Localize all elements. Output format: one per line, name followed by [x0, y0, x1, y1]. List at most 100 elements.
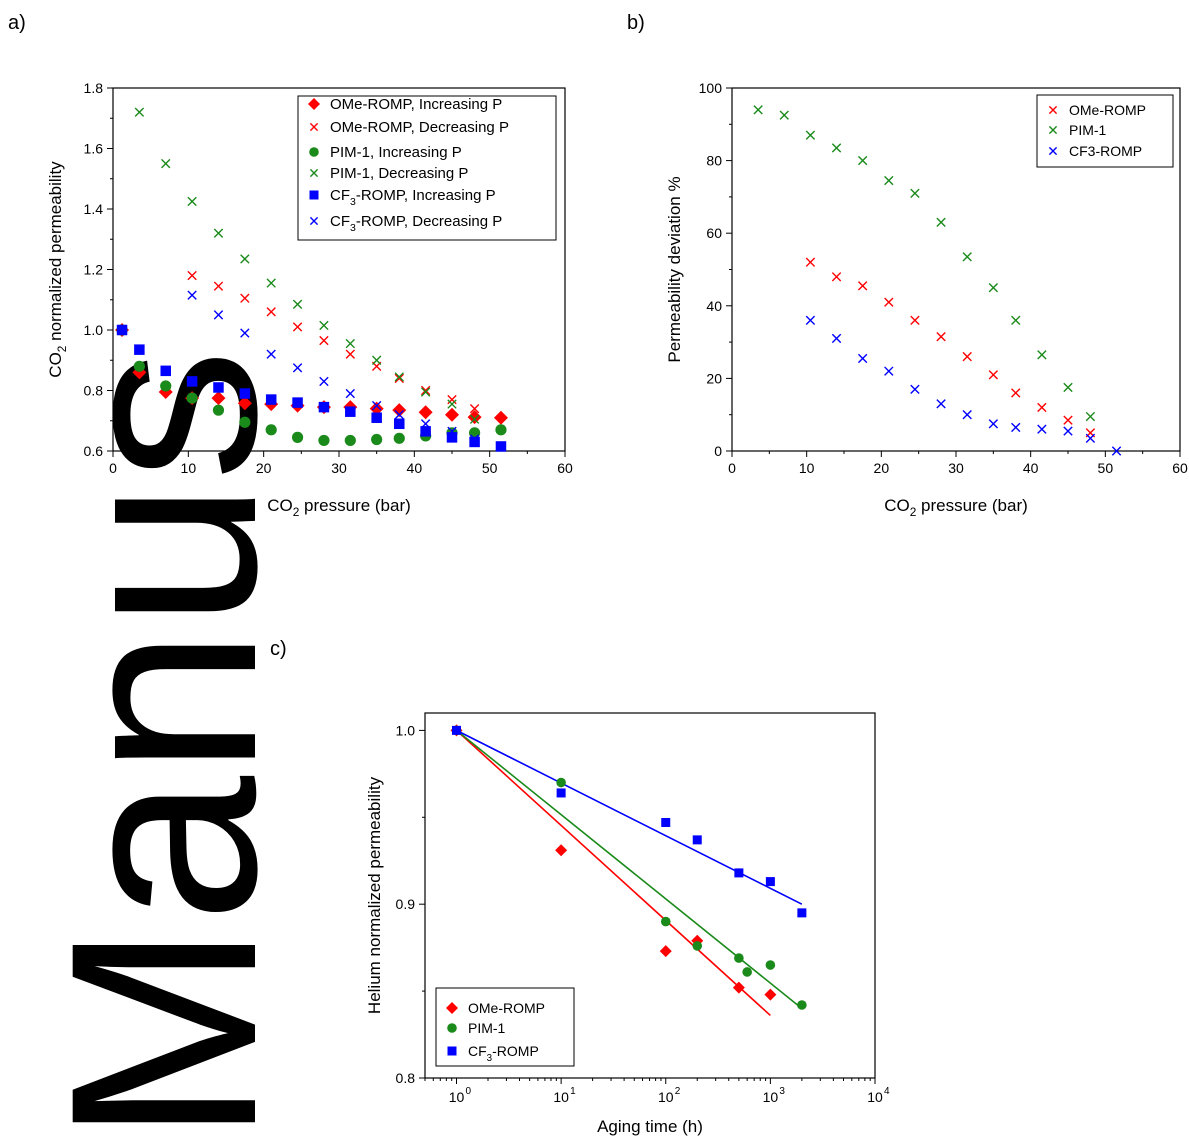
data-point	[420, 385, 431, 396]
data-point	[884, 366, 894, 376]
data-point	[988, 282, 999, 293]
data-point	[292, 322, 303, 332]
series-a	[187, 290, 480, 444]
data-point	[962, 351, 972, 362]
fit-line	[455, 729, 803, 1010]
data-point	[345, 338, 355, 349]
legend-marker	[308, 98, 320, 110]
y-tick-label: 1.0	[84, 322, 104, 338]
data-point	[1011, 422, 1021, 433]
data-point	[187, 196, 197, 207]
y-axis-label: CO2 normalized permeability	[46, 161, 69, 378]
x-tick-label: 10	[181, 460, 197, 476]
data-point	[371, 400, 382, 411]
data-point	[910, 315, 920, 326]
x-tick-label: 10	[658, 1089, 674, 1105]
x-tick-exponent: 2	[675, 1086, 681, 1097]
data-point	[447, 426, 457, 437]
data-point	[765, 877, 775, 887]
data-point	[732, 981, 745, 994]
data-point	[1011, 388, 1021, 398]
data-point	[988, 419, 999, 429]
data-point	[1111, 446, 1122, 456]
x-tick-label: 0	[728, 460, 736, 476]
data-point	[394, 373, 404, 384]
data-point	[134, 107, 145, 117]
series-a	[134, 107, 480, 424]
legend-box	[297, 95, 557, 241]
data-point	[1011, 315, 1021, 326]
legend-marker	[309, 147, 319, 157]
x-tick-label: 30	[331, 460, 347, 476]
legend-marker	[309, 216, 319, 226]
panel-label-c: c)	[270, 638, 287, 660]
data-point	[447, 394, 457, 405]
x-tick-exponent: 1	[570, 1086, 576, 1097]
y-tick-label: 60	[706, 225, 722, 241]
legend-marker	[309, 122, 319, 132]
y-tick-label: 0.9	[396, 896, 416, 912]
data-point	[1085, 411, 1096, 422]
data-point	[779, 110, 789, 120]
fit-line	[456, 729, 803, 905]
data-point	[884, 175, 894, 186]
legend-marker	[447, 1046, 457, 1056]
y-tick-label: 100	[699, 80, 723, 96]
data-point	[936, 399, 946, 409]
x-tick-label: 10	[449, 1089, 465, 1105]
data-point	[319, 376, 329, 387]
data-point	[451, 725, 461, 735]
data-point	[213, 228, 224, 238]
legend-label: PIM-1	[1069, 122, 1107, 138]
legend-marker	[309, 190, 319, 200]
data-point	[392, 403, 407, 418]
data-point	[831, 143, 842, 153]
panel-label-b: b)	[627, 12, 645, 34]
data-point	[187, 290, 197, 300]
legend-label: PIM-1	[468, 1020, 506, 1036]
x-tick-label: 40	[1023, 460, 1039, 476]
panel-label-a: a)	[8, 12, 26, 34]
data-point	[445, 407, 459, 422]
data-point	[1063, 426, 1073, 436]
data-point	[371, 412, 382, 423]
data-point	[962, 252, 972, 262]
y-tick-label: 0.6	[84, 443, 104, 459]
legend-marker	[1048, 105, 1058, 115]
data-point	[936, 331, 946, 342]
data-point	[394, 418, 405, 430]
data-point	[692, 941, 703, 951]
data-point	[469, 414, 480, 424]
legend-label: OMe-ROMP, Decreasing P	[330, 119, 509, 136]
x-tick-label: 10	[799, 460, 815, 476]
data-point	[371, 355, 382, 365]
chart-b: 0 10 20 30 40 50 60 0 20 40 60 80 100 CO2 pressure (b…	[665, 80, 1188, 519]
data-point	[734, 868, 744, 878]
data-point	[345, 388, 355, 399]
legend-label: CF3-ROMP	[1069, 143, 1142, 159]
data-point	[857, 281, 868, 291]
data-point	[212, 404, 225, 416]
legend-marker	[309, 168, 319, 178]
x-tick-label: 40	[407, 460, 423, 476]
x-tick-label: 60	[557, 460, 573, 476]
data-point	[910, 188, 920, 198]
data-point	[318, 401, 330, 413]
data-point	[797, 1000, 807, 1010]
data-point	[394, 372, 404, 382]
data-point	[692, 835, 702, 845]
data-point	[345, 406, 356, 417]
data-point	[765, 960, 776, 970]
y-tick-label: 1.6	[84, 141, 104, 157]
x-axis-label: CO2 pressure (bar)	[884, 496, 1028, 519]
data-point	[393, 432, 405, 444]
data-point	[160, 380, 172, 392]
y-tick-label: 0.8	[84, 383, 104, 399]
legend-label: OMe-ROMP, Increasing P	[330, 96, 502, 113]
x-tick-label: 10	[867, 1089, 883, 1105]
legend-label: OMe-ROMP	[468, 1000, 545, 1016]
data-point	[134, 344, 145, 355]
data-point	[240, 293, 250, 303]
